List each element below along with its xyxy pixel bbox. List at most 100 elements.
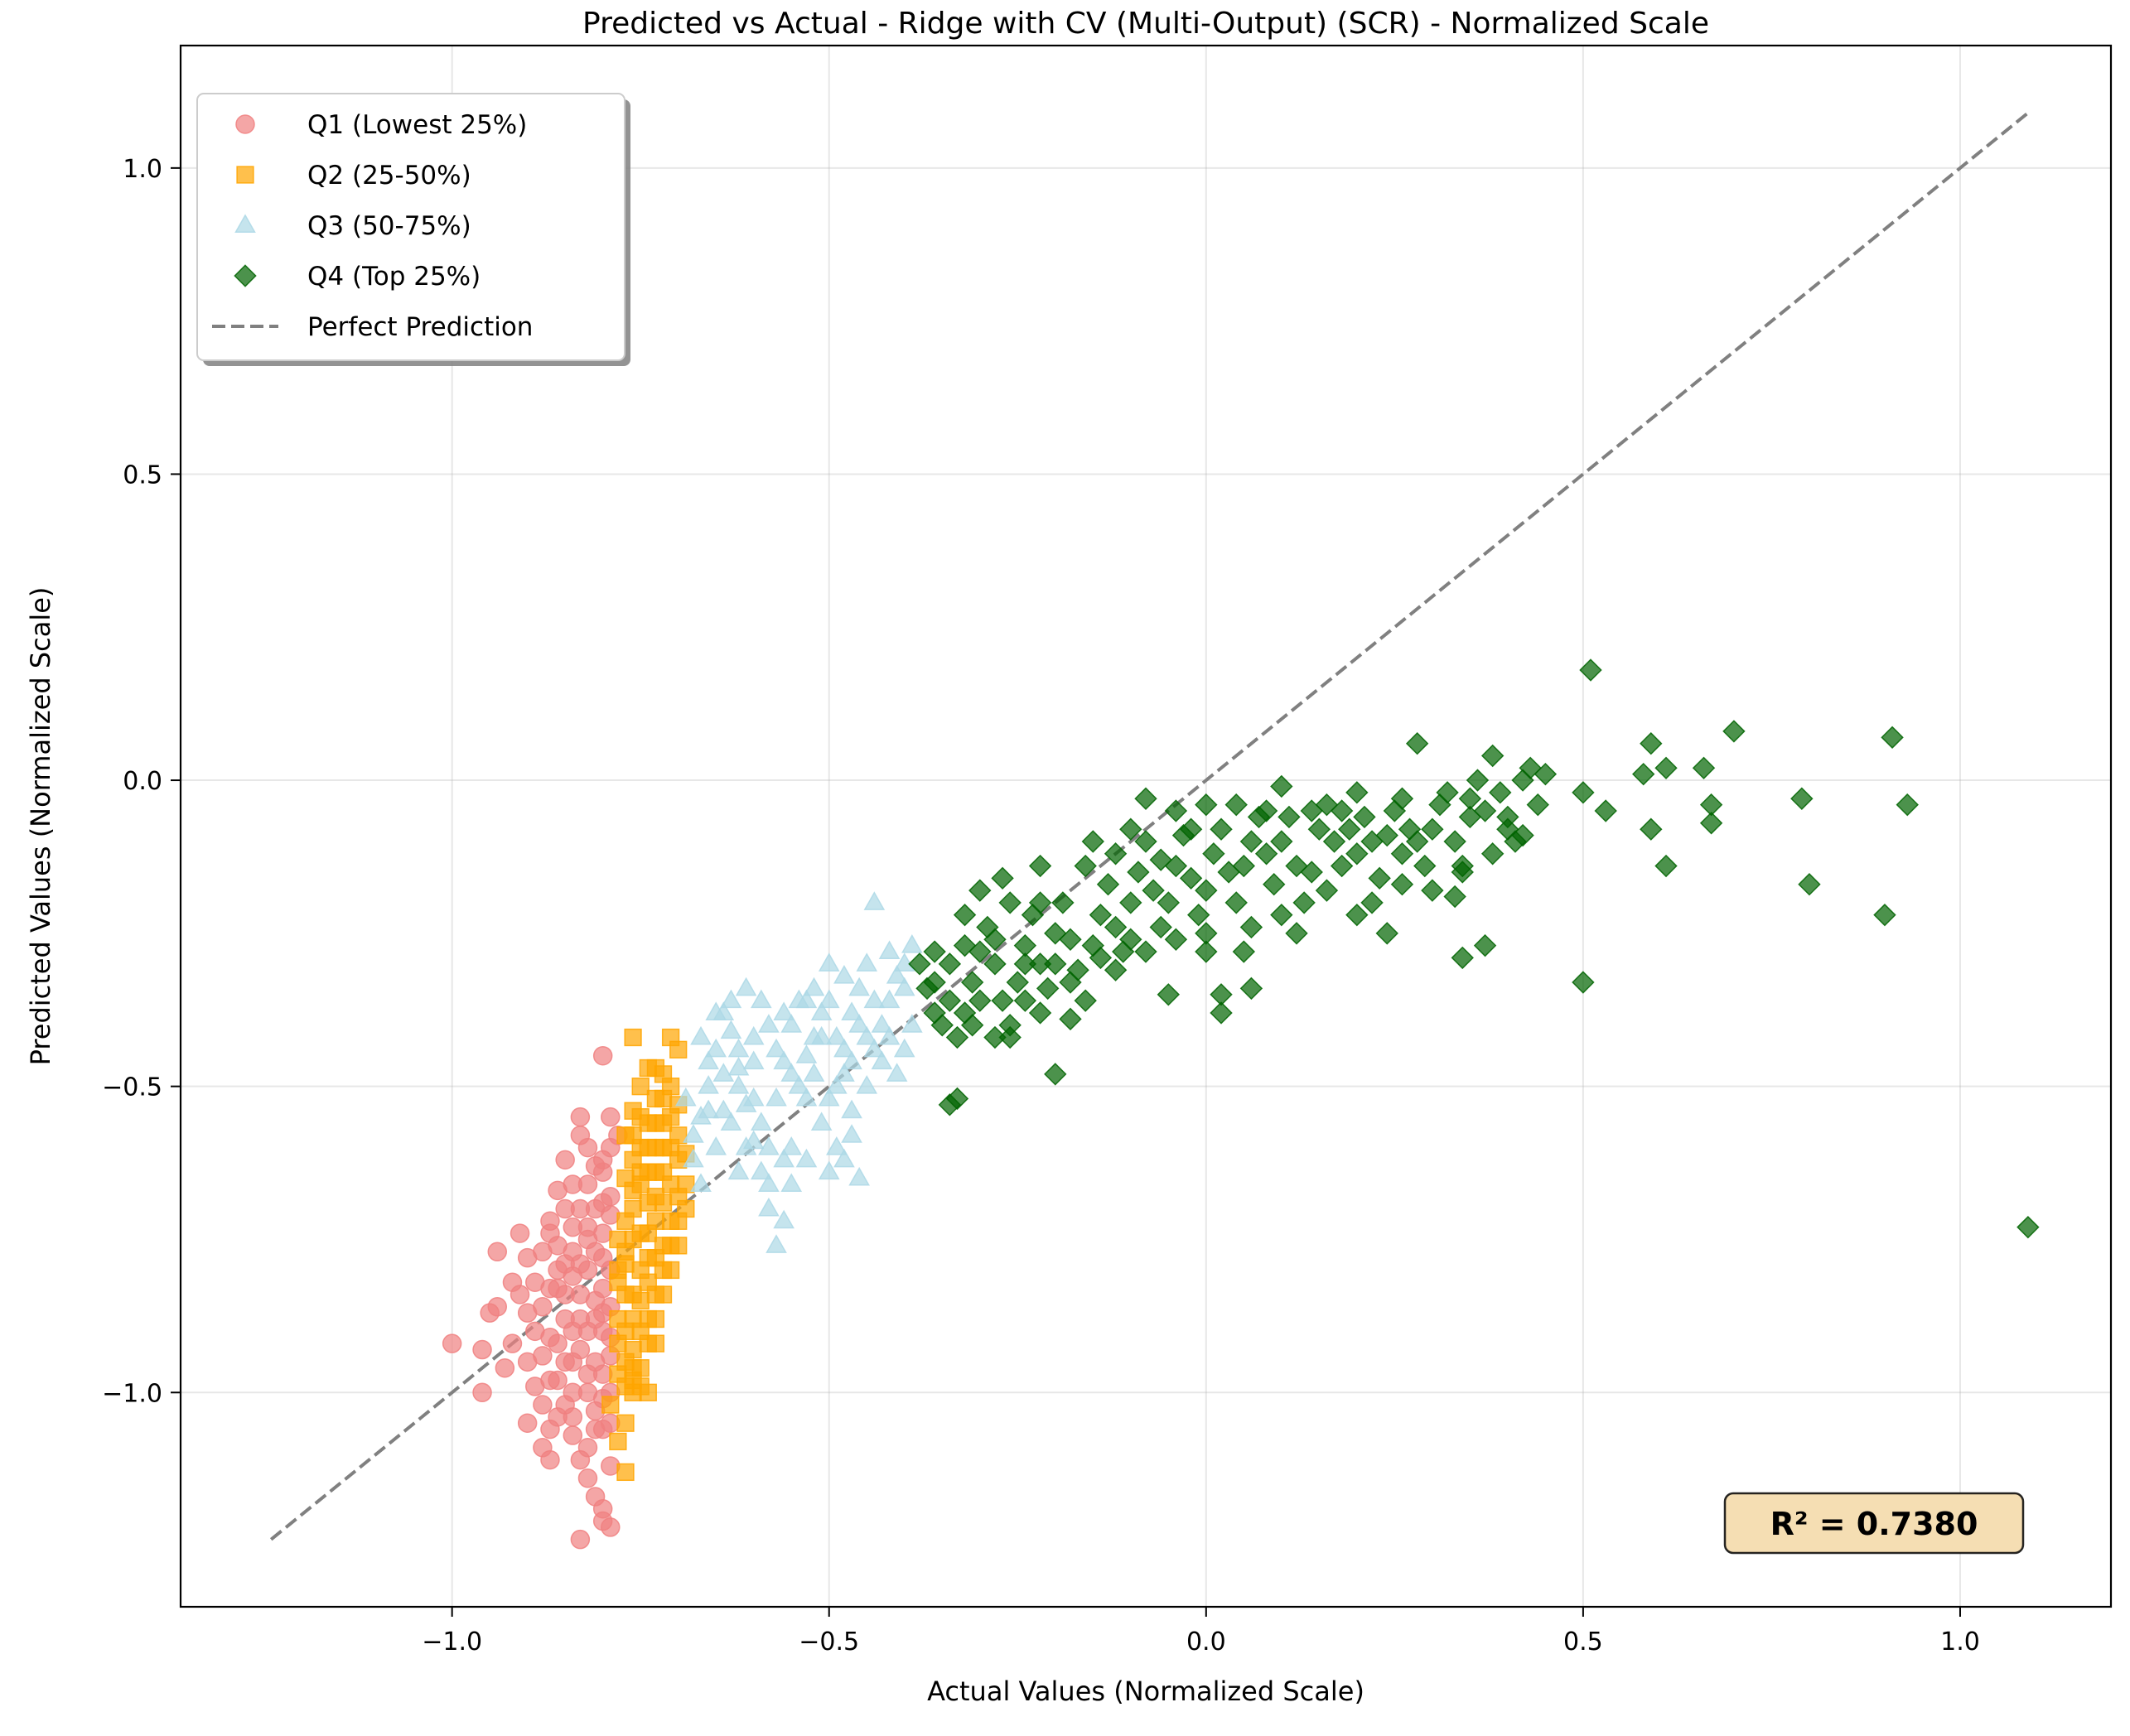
data-point <box>833 1038 855 1058</box>
data-point <box>818 952 840 972</box>
data-point <box>609 1230 627 1249</box>
data-point <box>1119 817 1142 841</box>
data-point <box>1368 866 1391 890</box>
data-point <box>1390 787 1414 810</box>
data-point <box>646 1248 665 1267</box>
data-point <box>495 1357 515 1378</box>
data-point <box>810 1025 833 1045</box>
data-point <box>669 1237 688 1255</box>
data-point <box>1798 873 1821 896</box>
data-point <box>1051 891 1075 914</box>
data-point <box>938 952 962 976</box>
data-point <box>780 1014 803 1033</box>
data-point <box>1405 830 1429 853</box>
data-point <box>945 1025 969 1049</box>
data-point <box>609 1432 627 1451</box>
data-point <box>1104 915 1128 939</box>
data-point <box>773 1209 795 1229</box>
data-point <box>1579 658 1602 682</box>
data-point <box>1149 915 1172 939</box>
data-point <box>563 1407 583 1427</box>
data-point <box>833 1063 855 1082</box>
data-point <box>908 952 931 976</box>
data-point <box>548 1180 568 1201</box>
data-point <box>841 1099 862 1119</box>
data-point <box>893 976 915 996</box>
data-point <box>818 1087 840 1107</box>
data-point <box>1089 903 1113 927</box>
data-point <box>442 1333 462 1353</box>
data-point <box>563 1352 583 1372</box>
data-point <box>1285 922 1308 945</box>
series-3 <box>674 891 923 1253</box>
data-point <box>624 1359 642 1377</box>
data-point <box>1405 731 1429 755</box>
data-point <box>848 976 870 996</box>
data-point <box>901 1014 923 1033</box>
data-point <box>1896 793 1919 817</box>
data-point <box>1187 903 1210 927</box>
data-point <box>893 1038 915 1058</box>
legend-marker <box>235 114 255 134</box>
data-point <box>601 1107 621 1127</box>
data-point <box>780 1063 803 1082</box>
data-point <box>1254 842 1278 866</box>
data-point <box>1202 842 1225 866</box>
data-point <box>1375 922 1398 945</box>
data-point <box>1572 781 1595 804</box>
data-point <box>631 1107 650 1126</box>
data-point <box>863 891 886 910</box>
data-point <box>1013 952 1037 976</box>
data-point <box>1473 933 1497 957</box>
data-point <box>616 1463 635 1482</box>
data-point <box>1224 793 1248 817</box>
data-point <box>953 933 977 957</box>
data-point <box>1421 817 1444 841</box>
data-point <box>577 1137 598 1158</box>
data-point <box>517 1413 538 1433</box>
data-point <box>592 1498 613 1519</box>
data-point <box>1480 842 1505 866</box>
data-point <box>540 1370 560 1391</box>
data-point <box>742 1087 765 1107</box>
data-point <box>1345 781 1369 804</box>
data-point <box>750 989 772 1009</box>
data-point <box>871 1014 893 1033</box>
data-point <box>487 1242 508 1262</box>
data-point <box>690 1173 712 1192</box>
data-point <box>1239 915 1263 939</box>
data-point <box>720 1020 742 1039</box>
data-point <box>616 1255 635 1273</box>
data-point <box>863 989 886 1009</box>
legend-label: Q1 (Lowest 25%) <box>307 110 527 140</box>
data-point <box>795 989 818 1009</box>
data-point <box>1254 799 1278 822</box>
data-point <box>1164 799 1188 822</box>
data-point <box>654 1089 673 1108</box>
data-point <box>533 1395 553 1415</box>
data-point <box>646 1309 665 1329</box>
data-point <box>517 1352 538 1372</box>
data-point <box>795 1087 818 1107</box>
data-point <box>1044 1063 1067 1086</box>
data-point <box>968 989 992 1012</box>
data-point <box>1134 787 1157 810</box>
data-point <box>631 1163 650 1181</box>
data-point <box>1157 891 1181 914</box>
data-point <box>983 952 1007 976</box>
data-point <box>1390 842 1414 866</box>
data-point <box>848 1166 870 1186</box>
data-point <box>773 1148 795 1168</box>
data-point <box>1322 830 1346 853</box>
data-point <box>577 1438 598 1458</box>
data-point <box>646 1114 665 1132</box>
data-point <box>766 1234 787 1253</box>
data-point <box>646 1163 665 1181</box>
data-point <box>788 1075 810 1094</box>
data-point <box>712 1063 735 1082</box>
data-point <box>1059 1007 1082 1031</box>
data-point <box>683 1124 704 1143</box>
legend-marker <box>234 214 256 233</box>
data-point <box>1466 769 1490 792</box>
data-point <box>856 1025 878 1045</box>
